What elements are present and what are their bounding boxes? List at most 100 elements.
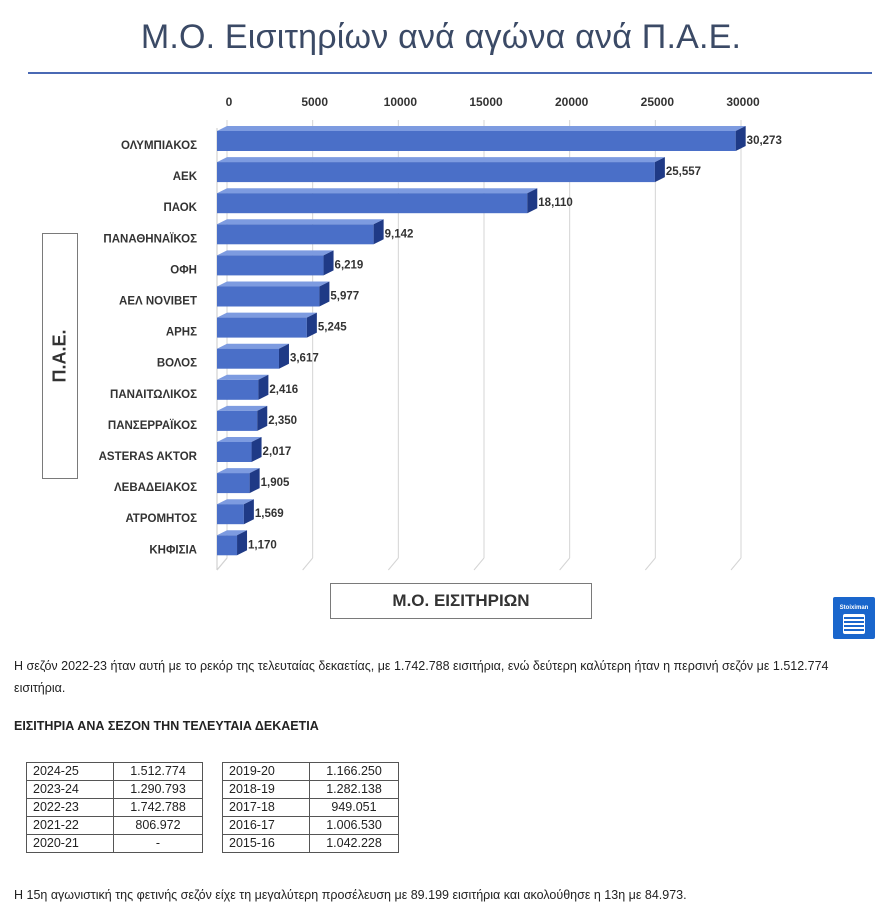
- logo-mark: [843, 614, 865, 634]
- category-label: ΑΕΚ: [173, 171, 198, 183]
- table-row: 2015-16 1.042.228: [222, 834, 399, 853]
- bar-side-face: [237, 530, 248, 556]
- table-row: 2016-17 1.006.530: [222, 816, 399, 835]
- bar-side-face: [257, 405, 268, 431]
- x-tick-label: 5000: [301, 95, 328, 109]
- bar-top-face: [217, 312, 317, 318]
- seasons-table-left: 2024-25 1.512.774 2023-24 1.290.793 2022-2…: [26, 762, 203, 853]
- logo-text: Stoiximan: [839, 605, 869, 611]
- data-label: 2,017: [263, 446, 292, 458]
- season-cell: 2015-16: [222, 834, 310, 853]
- season-cell: 2017-18: [222, 798, 310, 817]
- category-label: ΑΡΗΣ: [166, 327, 197, 339]
- category-label: ΟΦΗ: [170, 264, 197, 276]
- article-paragraph-1: Η σεζόν 2022-23 ήταν αυτή με το ρεκόρ τη…: [14, 659, 829, 695]
- table-row: 2022-23 1.742.788: [26, 798, 203, 817]
- season-cell: 2019-20: [222, 762, 310, 781]
- category-label: ΠΑΝΑΙΤΩΛΙΚΟΣ: [110, 389, 197, 401]
- chart-panel: Μ.Ο. Εισιτηρίων ανά αγώνα ανά Π.Α.Ε. 0 50…: [14, 0, 875, 645]
- data-label: 2,350: [268, 415, 297, 427]
- y-axis-label-box: Π.Α.Ε.: [42, 233, 78, 479]
- bar-top-face: [217, 188, 538, 194]
- data-label: 25,557: [666, 166, 701, 178]
- bar-side-face: [306, 312, 317, 338]
- bar: [217, 317, 307, 338]
- tickets-cell: 949.051: [309, 798, 399, 817]
- category-label: ASTERAS AKTOR: [99, 451, 198, 463]
- category-label: ΠΑΟΚ: [163, 202, 197, 214]
- bar-side-face: [735, 126, 746, 151]
- season-cell: 2023-24: [26, 780, 114, 799]
- bar-top-face: [217, 405, 268, 411]
- bar-side-face: [373, 219, 384, 245]
- bar-top-face: [217, 343, 289, 349]
- bar-side-face: [251, 437, 262, 462]
- bar-top-face: [217, 281, 330, 287]
- x-tick-label: 0: [226, 95, 233, 109]
- category-label: ΠΑΝΑΘΗΝΑΪΚΟΣ: [103, 232, 197, 245]
- bar-top-face: [217, 499, 254, 505]
- bar-top-face: [217, 374, 269, 380]
- bar-top-face: [217, 126, 746, 131]
- x-axis-label: Μ.Ο. ΕΙΣΙΤΗΡΙΩΝ: [330, 583, 592, 619]
- category-label: ΟΛΥΜΠΙΑΚΟΣ: [121, 140, 197, 152]
- gridline-floor: [216, 557, 228, 571]
- seasons-table-right: 2019-20 1.166.250 2018-19 1.282.138 2017-1…: [222, 762, 399, 853]
- tickets-cell: 1.742.788: [113, 798, 203, 817]
- article-paragraph-2: Η 15η αγωνιστική της φετινής σεζόν είχε …: [14, 888, 687, 902]
- bar-top-face: [217, 468, 260, 474]
- table-row: 2023-24 1.290.793: [26, 780, 203, 799]
- x-tick-label: 20000: [555, 95, 589, 109]
- gridline-floor: [302, 557, 314, 571]
- bar: [217, 255, 324, 276]
- bar-side-face: [243, 499, 254, 525]
- y-axis-label: Π.Α.Ε.: [49, 329, 70, 383]
- category-label: ΚΗΦΙΣΙΑ: [149, 544, 197, 556]
- season-cell: 2016-17: [222, 816, 310, 835]
- bar: [217, 379, 259, 400]
- data-label: 30,273: [747, 135, 782, 147]
- category-label: ΛΕΒΑΔΕΙΑΚΟΣ: [114, 482, 197, 494]
- bar: [217, 410, 258, 431]
- data-label: 6,219: [335, 259, 364, 271]
- bar: [217, 535, 238, 556]
- gridline-floor: [387, 557, 399, 571]
- x-tick-label: 25000: [641, 95, 675, 109]
- bar-top-face: [217, 157, 665, 163]
- tickets-cell: 806.972: [113, 816, 203, 835]
- season-cell: 2024-25: [26, 762, 114, 781]
- bar-side-face: [249, 468, 260, 494]
- tickets-cell: 1.512.774: [113, 762, 203, 781]
- bar-side-face: [654, 157, 665, 183]
- stoiximan-logo-icon: Stoiximan: [833, 597, 875, 639]
- gridline-floor: [559, 557, 571, 571]
- tickets-cell: 1.006.530: [309, 816, 399, 835]
- bar-top-face: [217, 250, 334, 256]
- table-row: 2019-20 1.166.250: [222, 762, 399, 781]
- data-label: 1,569: [255, 508, 284, 520]
- x-tick-label: 15000: [469, 95, 503, 109]
- tickets-cell: 1.042.228: [309, 834, 399, 853]
- bar: [217, 286, 320, 307]
- bar: [217, 224, 374, 245]
- bar-top-face: [217, 219, 384, 225]
- category-label: ΒΟΛΟΣ: [157, 358, 197, 370]
- bar: [217, 193, 528, 214]
- table-heading: ΕΙΣΙΤΗΡΙΑ ΑΝΑ ΣΕΖΟΝ ΤΗΝ ΤΕΛΕΥΤΑΙΑ ΔΕΚΑΕΤ…: [14, 719, 319, 733]
- data-label: 5,245: [318, 322, 347, 334]
- data-label: 1,170: [248, 539, 277, 551]
- data-label: 5,977: [330, 291, 359, 303]
- bar-side-face: [319, 281, 330, 307]
- tickets-cell: 1.290.793: [113, 780, 203, 799]
- bar: [217, 442, 252, 462]
- data-label: 3,617: [290, 353, 319, 365]
- bar: [217, 348, 279, 369]
- bar-chart: 0 5000 10000 15000 20000 25000 30000 ΟΛΥΜΠΙΑΚΟΣ…: [99, 95, 782, 571]
- bar-side-face: [278, 343, 289, 369]
- x-tick-label: 10000: [384, 95, 418, 109]
- category-label: ΑΕΛ NOVIBET: [119, 296, 197, 308]
- title-divider: [28, 72, 872, 74]
- tickets-cell: 1.166.250: [309, 762, 399, 781]
- x-tick-label: 30000: [726, 95, 760, 109]
- season-cell: 2021-22: [26, 816, 114, 835]
